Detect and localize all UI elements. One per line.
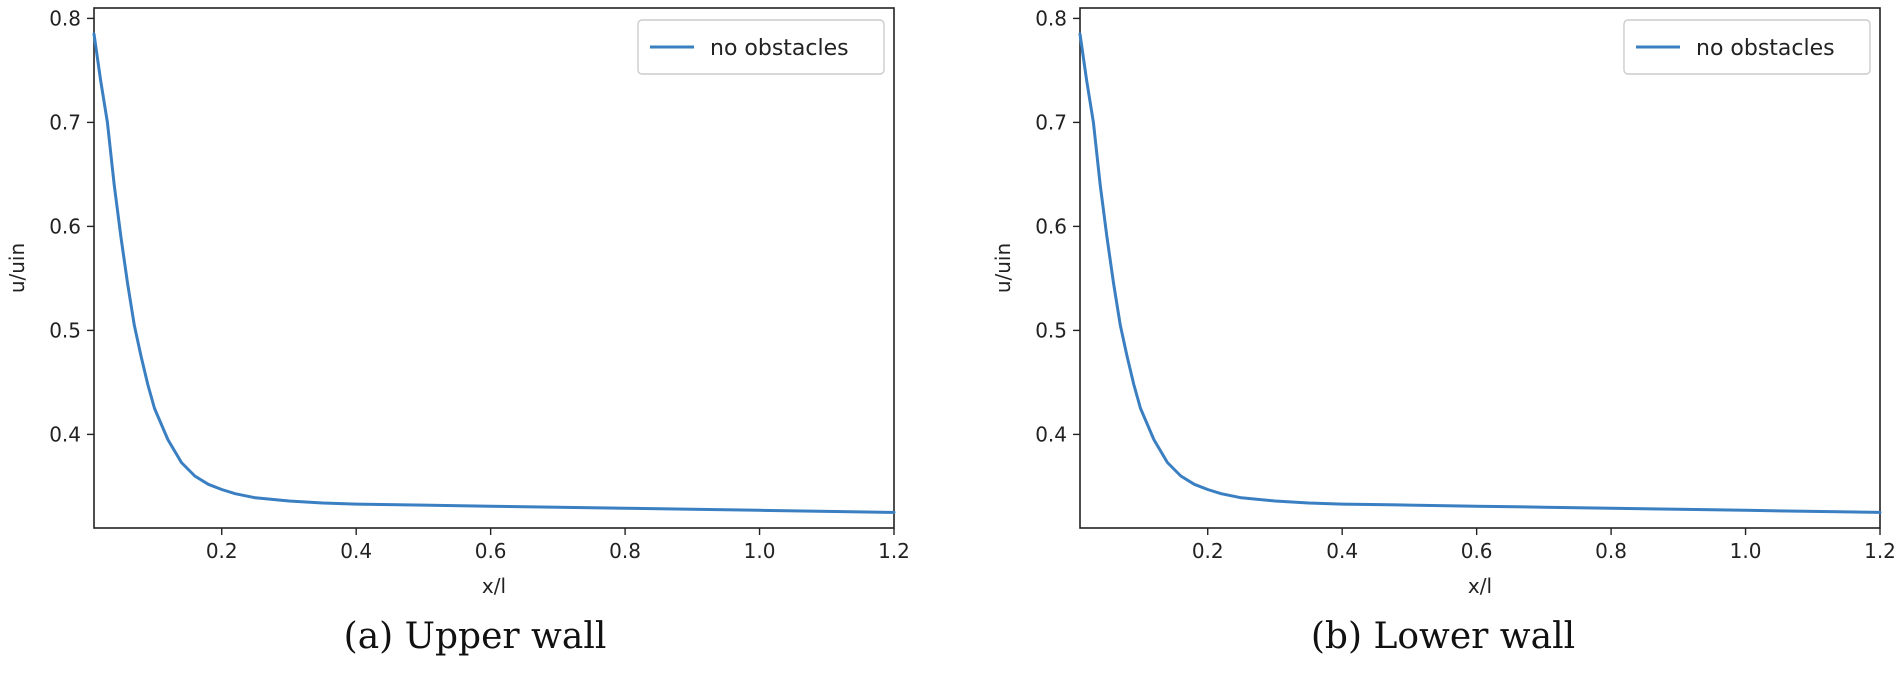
caption-upper-wall: (a) Upper wall: [343, 616, 607, 657]
chart-panel-lower-wall: 0.2 0.4 0.6 0.8 1.0 1.2 0.4 0.5 0.6 0.7 0.8 x/l u/ui…: [986, 0, 1900, 673]
x-tick-label: 0.2: [1192, 539, 1224, 563]
y-tick-label: 0.6: [49, 214, 81, 238]
y-tick-label: 0.7: [49, 110, 81, 134]
x-tick-label: 0.4: [340, 539, 372, 563]
x-tick-label: 1.0: [744, 539, 776, 563]
x-tick-label: 0.6: [475, 539, 507, 563]
x-tick-label: 0.8: [609, 539, 641, 563]
y-tick-label: 0.6: [1035, 214, 1067, 238]
y-tick-label: 0.4: [49, 422, 81, 446]
x-tick-label: 0.2: [206, 539, 238, 563]
series-line-no-obstacles: [1078, 32, 1882, 514]
x-tick-label: 1.0: [1730, 539, 1762, 563]
legend-entry: no obstacles: [710, 36, 849, 61]
chart-panel-upper-wall: 0.2 0.4 0.6 0.8 1.0 1.2 0.4 0.5 0.6 0.7 0.8 x/l u/ui…: [5, 6, 910, 657]
plot-frame: [93, 7, 895, 529]
y-tick-label: 0.8: [1035, 6, 1067, 30]
y-tick-label: 0.5: [49, 318, 81, 342]
x-tick-label: 1.2: [1864, 539, 1896, 563]
y-tick-label: 0.8: [49, 6, 81, 30]
legend-box: [1623, 19, 1871, 75]
y-axis-label: u/uin: [991, 243, 1015, 293]
y-tick-label: 0.5: [1035, 318, 1067, 342]
y-axis-label: u/uin: [5, 243, 29, 293]
legend-entry: no obstacles: [1696, 36, 1835, 61]
x-tick-label: 0.8: [1595, 539, 1627, 563]
plot-frame: [1079, 7, 1881, 529]
chart-lower-wall: 0.2 0.4 0.6 0.8 1.0 1.2 0.4 0.5 0.6 0.7 0.8 x/l u/ui…: [991, 6, 1896, 598]
y-tick-label: 0.4: [1035, 422, 1067, 446]
legend-box: [637, 19, 885, 75]
y-tick-label: 0.7: [1035, 110, 1067, 134]
x-axis-label: x/l: [1468, 574, 1492, 598]
x-tick-label: 0.4: [1326, 539, 1358, 563]
x-tick-label: 1.2: [878, 539, 910, 563]
x-tick-label: 0.6: [1461, 539, 1493, 563]
caption-lower-wall: (b) Lower wall: [1310, 616, 1576, 657]
x-axis-label: x/l: [482, 574, 506, 598]
series-line-no-obstacles: [92, 32, 896, 514]
chart-upper-wall: 0.2 0.4 0.6 0.8 1.0 1.2 0.4 0.5 0.6 0.7 0.8 x/l u/ui…: [5, 6, 910, 598]
